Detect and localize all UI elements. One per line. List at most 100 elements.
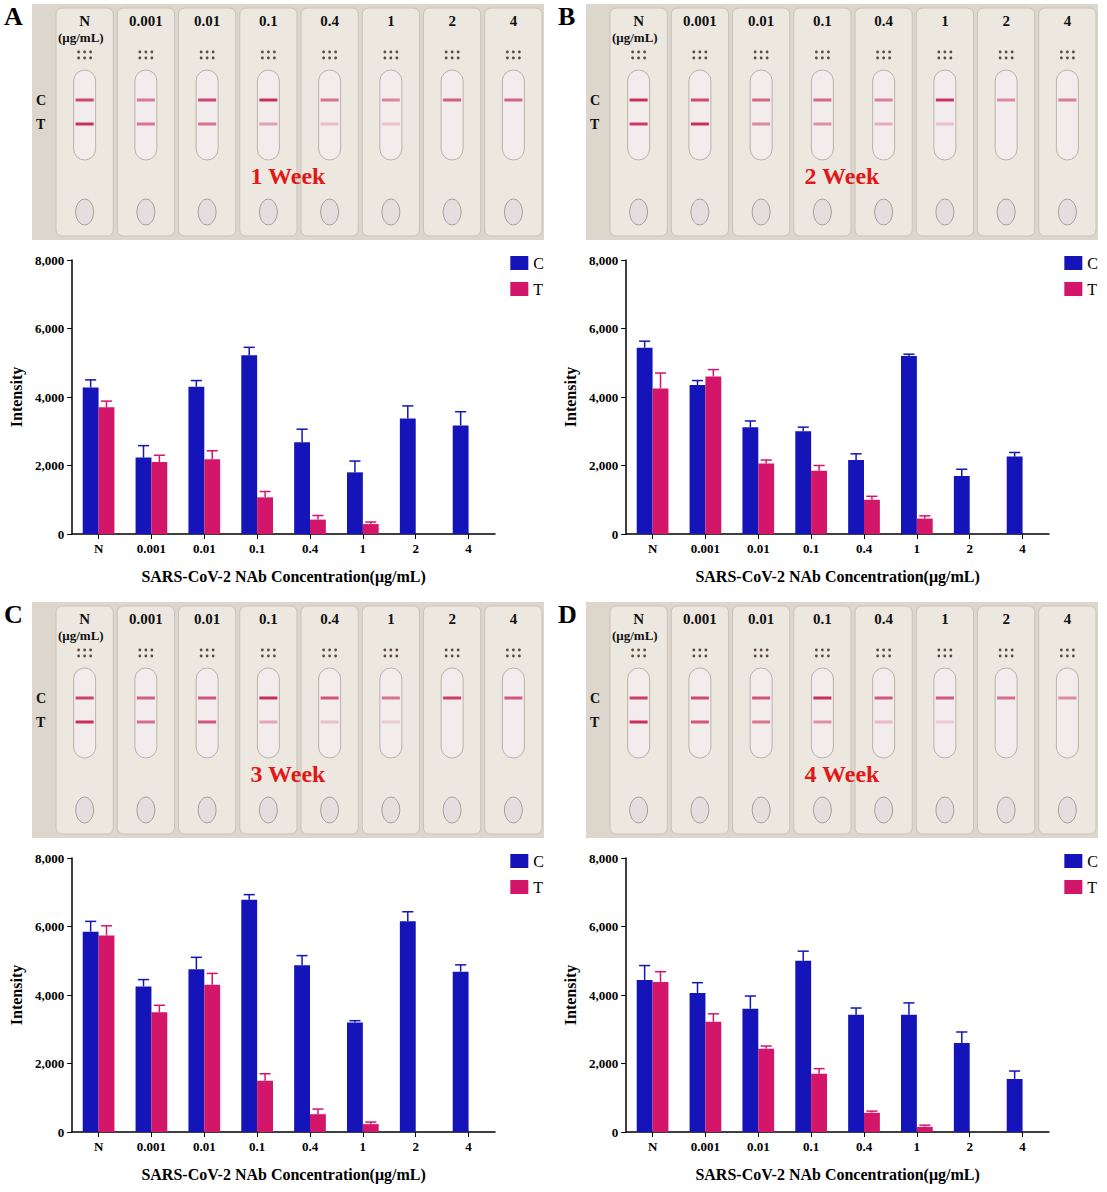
svg-text:0.001: 0.001 bbox=[129, 13, 163, 29]
svg-text:N: N bbox=[633, 13, 644, 29]
svg-text:0.01: 0.01 bbox=[747, 541, 770, 556]
svg-text:0.01: 0.01 bbox=[747, 1139, 770, 1154]
svg-text:0.4: 0.4 bbox=[302, 541, 319, 556]
svg-text:N: N bbox=[648, 541, 658, 556]
svg-text:2,000: 2,000 bbox=[589, 458, 618, 473]
svg-text:8,000: 8,000 bbox=[35, 253, 64, 268]
svg-text:Intensity: Intensity bbox=[8, 367, 26, 427]
svg-text:0.4: 0.4 bbox=[302, 1139, 319, 1154]
svg-text:0: 0 bbox=[58, 1125, 65, 1140]
svg-text:4: 4 bbox=[510, 13, 518, 29]
svg-text:N: N bbox=[648, 1139, 658, 1154]
svg-text:0.1: 0.1 bbox=[259, 13, 278, 29]
svg-text:N: N bbox=[79, 13, 90, 29]
svg-text:4,000: 4,000 bbox=[589, 988, 618, 1003]
svg-text:Intensity: Intensity bbox=[562, 367, 580, 427]
svg-text:0.001: 0.001 bbox=[137, 541, 166, 556]
svg-text:1: 1 bbox=[360, 1139, 367, 1154]
svg-text:4,000: 4,000 bbox=[589, 390, 618, 405]
svg-text:4: 4 bbox=[1064, 13, 1072, 29]
svg-text:2,000: 2,000 bbox=[35, 458, 64, 473]
svg-text:C: C bbox=[1087, 255, 1098, 272]
svg-text:0.01: 0.01 bbox=[748, 13, 774, 29]
svg-text:2: 2 bbox=[1002, 611, 1010, 627]
svg-text:0: 0 bbox=[612, 527, 619, 542]
svg-text:0: 0 bbox=[58, 527, 65, 542]
svg-text:(μg/mL): (μg/mL) bbox=[612, 30, 658, 45]
svg-text:0.01: 0.01 bbox=[193, 1139, 216, 1154]
svg-text:0.4: 0.4 bbox=[320, 611, 339, 627]
svg-text:0.4: 0.4 bbox=[874, 611, 893, 627]
svg-text:4: 4 bbox=[510, 611, 518, 627]
svg-text:2: 2 bbox=[966, 1139, 973, 1154]
svg-text:0.4: 0.4 bbox=[856, 541, 873, 556]
svg-text:4,000: 4,000 bbox=[35, 988, 64, 1003]
svg-text:C: C bbox=[533, 255, 544, 272]
svg-text:N: N bbox=[79, 611, 90, 627]
svg-text:C: C bbox=[533, 853, 544, 870]
svg-text:2: 2 bbox=[966, 541, 973, 556]
svg-text:3 Week: 3 Week bbox=[251, 761, 327, 787]
svg-text:C: C bbox=[1087, 853, 1098, 870]
svg-text:1: 1 bbox=[914, 1139, 921, 1154]
svg-text:2,000: 2,000 bbox=[589, 1056, 618, 1071]
svg-text:0.4: 0.4 bbox=[320, 13, 339, 29]
svg-text:2,000: 2,000 bbox=[35, 1056, 64, 1071]
svg-text:4: 4 bbox=[1064, 611, 1072, 627]
svg-text:0.1: 0.1 bbox=[259, 611, 278, 627]
svg-text:1: 1 bbox=[941, 611, 949, 627]
svg-text:SARS-CoV-2 NAb Concentration(μ: SARS-CoV-2 NAb Concentration(μg/mL) bbox=[141, 568, 425, 586]
svg-text:0.01: 0.01 bbox=[194, 611, 220, 627]
svg-text:SARS-CoV-2 NAb Concentration(μ: SARS-CoV-2 NAb Concentration(μg/mL) bbox=[695, 568, 979, 586]
svg-text:0.001: 0.001 bbox=[691, 541, 720, 556]
svg-text:6,000: 6,000 bbox=[35, 321, 64, 336]
svg-text:T: T bbox=[1087, 281, 1097, 298]
svg-text:2: 2 bbox=[448, 611, 456, 627]
svg-text:0.1: 0.1 bbox=[249, 1139, 265, 1154]
svg-text:0.1: 0.1 bbox=[813, 13, 832, 29]
svg-text:1: 1 bbox=[360, 541, 367, 556]
svg-text:T: T bbox=[590, 117, 600, 132]
svg-text:(μg/mL): (μg/mL) bbox=[612, 628, 658, 643]
svg-text:0.001: 0.001 bbox=[137, 1139, 166, 1154]
svg-text:C: C bbox=[590, 691, 600, 706]
svg-text:1 Week: 1 Week bbox=[251, 163, 327, 189]
svg-text:4,000: 4,000 bbox=[35, 390, 64, 405]
svg-text:6,000: 6,000 bbox=[589, 321, 618, 336]
svg-text:C: C bbox=[36, 691, 46, 706]
svg-text:SARS-CoV-2 NAb Concentration(μ: SARS-CoV-2 NAb Concentration(μg/mL) bbox=[695, 1166, 979, 1184]
svg-text:0.01: 0.01 bbox=[194, 13, 220, 29]
svg-text:0: 0 bbox=[612, 1125, 619, 1140]
svg-text:C: C bbox=[36, 93, 46, 108]
svg-text:T: T bbox=[36, 117, 46, 132]
svg-text:8,000: 8,000 bbox=[35, 851, 64, 866]
svg-text:2: 2 bbox=[1002, 13, 1010, 29]
svg-text:0.001: 0.001 bbox=[129, 611, 163, 627]
svg-text:6,000: 6,000 bbox=[589, 919, 618, 934]
svg-text:1: 1 bbox=[914, 541, 921, 556]
svg-text:0.4: 0.4 bbox=[874, 13, 893, 29]
svg-text:4: 4 bbox=[1019, 1139, 1026, 1154]
svg-text:(μg/mL): (μg/mL) bbox=[58, 30, 104, 45]
svg-text:T: T bbox=[590, 715, 600, 730]
svg-text:0.1: 0.1 bbox=[803, 1139, 819, 1154]
svg-text:0.001: 0.001 bbox=[683, 13, 717, 29]
svg-text:C: C bbox=[590, 93, 600, 108]
svg-text:1: 1 bbox=[387, 13, 395, 29]
svg-text:T: T bbox=[36, 715, 46, 730]
svg-text:0.001: 0.001 bbox=[683, 611, 717, 627]
svg-text:Intensity: Intensity bbox=[8, 965, 26, 1025]
svg-text:4: 4 bbox=[465, 1139, 472, 1154]
svg-text:N: N bbox=[94, 541, 104, 556]
svg-text:SARS-CoV-2 NAb Concentration(μ: SARS-CoV-2 NAb Concentration(μg/mL) bbox=[141, 1166, 425, 1184]
svg-text:8,000: 8,000 bbox=[589, 851, 618, 866]
svg-text:(μg/mL): (μg/mL) bbox=[58, 628, 104, 643]
svg-text:T: T bbox=[533, 879, 543, 896]
svg-text:1: 1 bbox=[387, 611, 395, 627]
svg-text:Intensity: Intensity bbox=[562, 965, 580, 1025]
svg-text:N: N bbox=[633, 611, 644, 627]
svg-text:2: 2 bbox=[412, 1139, 419, 1154]
svg-text:T: T bbox=[533, 281, 543, 298]
svg-text:4: 4 bbox=[465, 541, 472, 556]
svg-text:0.001: 0.001 bbox=[691, 1139, 720, 1154]
